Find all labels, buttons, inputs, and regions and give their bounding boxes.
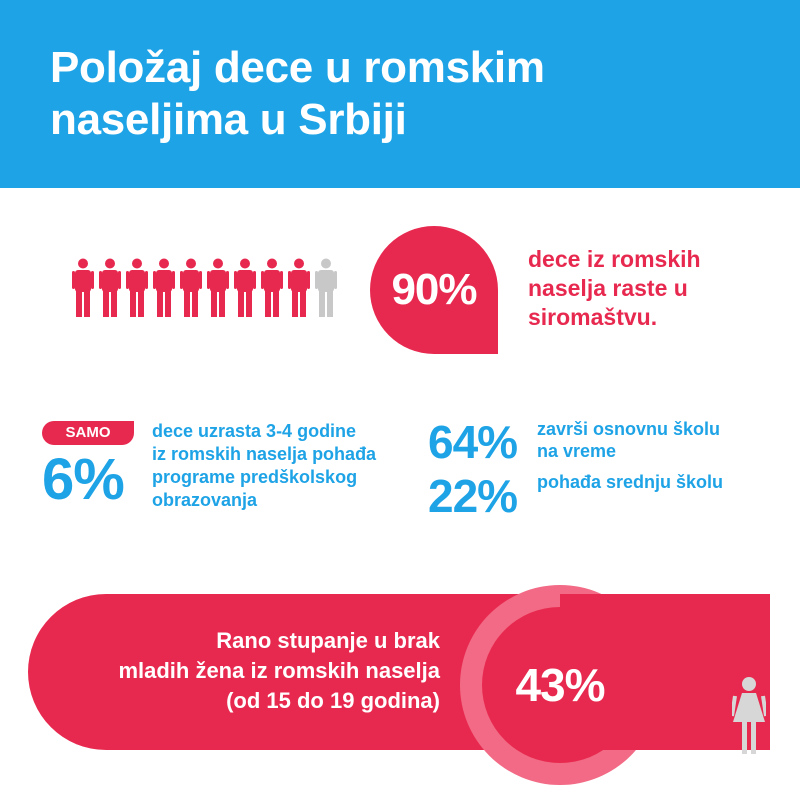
primary-text-line-2: na vreme	[537, 441, 617, 461]
primary-school-description: završi osnovnu školu na vreme	[537, 418, 720, 462]
page-title-line-1: Položaj dece u romskim	[50, 43, 545, 92]
preschool-text-line-1: dece uzrasta 3-4 godine	[152, 421, 357, 441]
woman-icon	[732, 677, 766, 754]
poverty-description: dece iz romskih naselja raste u siromašt…	[528, 245, 701, 332]
marriage-text-line-1: Rano stupanje u brak	[216, 628, 440, 653]
person-icon	[207, 258, 229, 317]
marriage-value: 43%	[515, 659, 605, 711]
secondary-school-description: pohađa srednju školu	[537, 471, 723, 493]
marriage-description: Rano stupanje u brak mladih žena iz roms…	[60, 626, 440, 716]
person-icon	[288, 258, 310, 317]
poverty-teardrop	[370, 226, 498, 354]
preschool-value: 6%	[42, 447, 125, 512]
marriage-ring-inner	[482, 607, 638, 763]
person-icon	[315, 258, 337, 317]
secondary-school-value: 22%	[428, 470, 518, 522]
person-icon	[99, 258, 121, 317]
person-icon	[234, 258, 256, 317]
poverty-value: 90%	[391, 265, 477, 314]
poverty-text-line-3: siromaštvu.	[528, 304, 658, 330]
person-icon	[261, 258, 283, 317]
primary-text-line-1: završi osnovnu školu	[537, 419, 721, 439]
primary-school-value: 64%	[428, 416, 518, 468]
preschool-description: dece uzrasta 3-4 godine iz romskih nasel…	[152, 420, 376, 512]
preschool-text-line-3: programe predškolskog	[152, 467, 358, 487]
people-figures-row	[72, 258, 362, 318]
person-icon	[72, 258, 94, 317]
poverty-text-line-1: dece iz romskih	[528, 246, 701, 272]
person-icon	[126, 258, 148, 317]
page-title: Položaj dece u romskim naseljima u Srbij…	[50, 42, 545, 146]
page-title-line-2: naseljima u Srbiji	[50, 95, 407, 144]
header-banner	[0, 0, 800, 188]
marriage-text-line-3: (od 15 do 19 godina)	[226, 688, 440, 713]
secondary-text-line-1: pohađa srednju školu	[537, 472, 724, 492]
marriage-text-line-2: mladih žena iz romskih naselja	[118, 658, 440, 683]
person-icon	[153, 258, 175, 317]
person-icon	[180, 258, 202, 317]
poverty-text-line-2: naselja raste u	[528, 275, 688, 301]
preschool-text-line-4: obrazovanja	[152, 490, 258, 510]
preschool-text-line-2: iz romskih naselja pohađa	[152, 444, 377, 464]
samo-badge: SAMO	[42, 421, 134, 445]
